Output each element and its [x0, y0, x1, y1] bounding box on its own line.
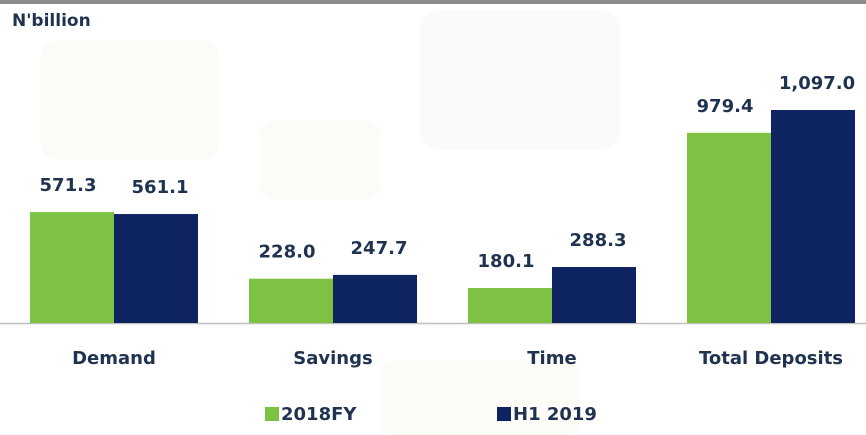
legend-label: H1 2019 [513, 404, 597, 425]
value-label: 180.1 [478, 251, 535, 272]
bar [333, 274, 417, 323]
value-label: 228.0 [259, 242, 316, 263]
bar [30, 212, 114, 323]
value-label: 247.7 [351, 238, 408, 259]
bar [552, 267, 636, 323]
bar [771, 110, 855, 323]
x-tick-label: Demand [72, 348, 156, 369]
value-label: 571.3 [40, 175, 97, 196]
value-label: 288.3 [570, 230, 627, 251]
value-label: 561.1 [132, 177, 189, 198]
background-pattern [40, 10, 620, 435]
legend-swatch [265, 407, 279, 421]
bar [468, 288, 552, 323]
value-label: 1,097.0 [779, 73, 855, 94]
bar [249, 278, 333, 323]
x-tick-label: Time [527, 348, 576, 369]
value-label: 979.4 [697, 96, 754, 117]
x-tick-label: Total Deposits [699, 348, 843, 369]
chart-title: N'billion [12, 11, 91, 31]
x-tick-label: Savings [293, 348, 372, 369]
bar [687, 132, 771, 323]
legend-label: 2018FY [281, 404, 357, 425]
bar [114, 214, 198, 323]
legend-swatch [497, 407, 511, 421]
top-border [0, 0, 866, 4]
